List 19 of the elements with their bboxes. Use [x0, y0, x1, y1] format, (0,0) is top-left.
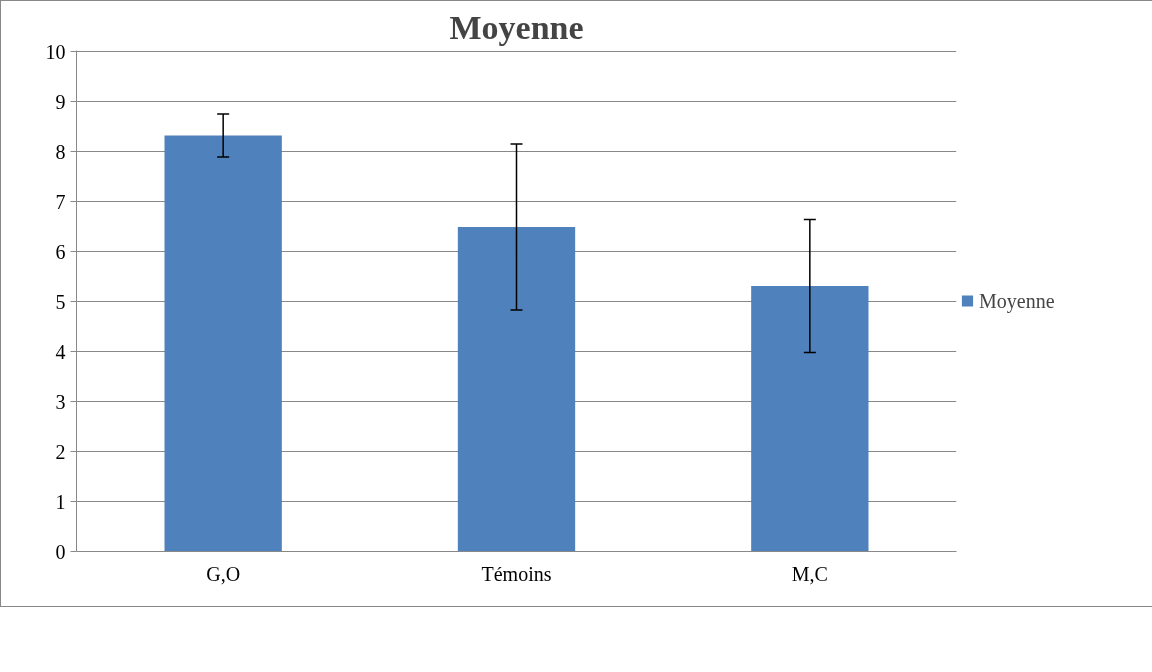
y-tick-label: 0	[55, 540, 66, 563]
y-tick-label: 3	[55, 390, 66, 413]
legend-label: Moyenne	[979, 289, 1055, 312]
y-tick-label: 6	[55, 240, 66, 263]
y-tick-label: 7	[55, 190, 66, 213]
y-tick-label: 4	[55, 340, 66, 363]
y-tick-label: 10	[45, 40, 66, 63]
bar	[751, 286, 869, 552]
y-tick-label: 5	[55, 290, 66, 313]
x-tick-label: M,C	[791, 562, 828, 585]
bar	[457, 227, 576, 552]
x-tick-label: G,O	[206, 562, 241, 585]
bar	[164, 135, 282, 552]
chart-title: Moyenne	[449, 8, 584, 46]
x-tick-label: Témoins	[481, 562, 552, 585]
y-tick-label: 2	[55, 440, 66, 463]
y-tick-label: 1	[55, 490, 66, 513]
y-tick-label: 9	[55, 90, 66, 113]
y-tick-label: 8	[55, 140, 66, 163]
